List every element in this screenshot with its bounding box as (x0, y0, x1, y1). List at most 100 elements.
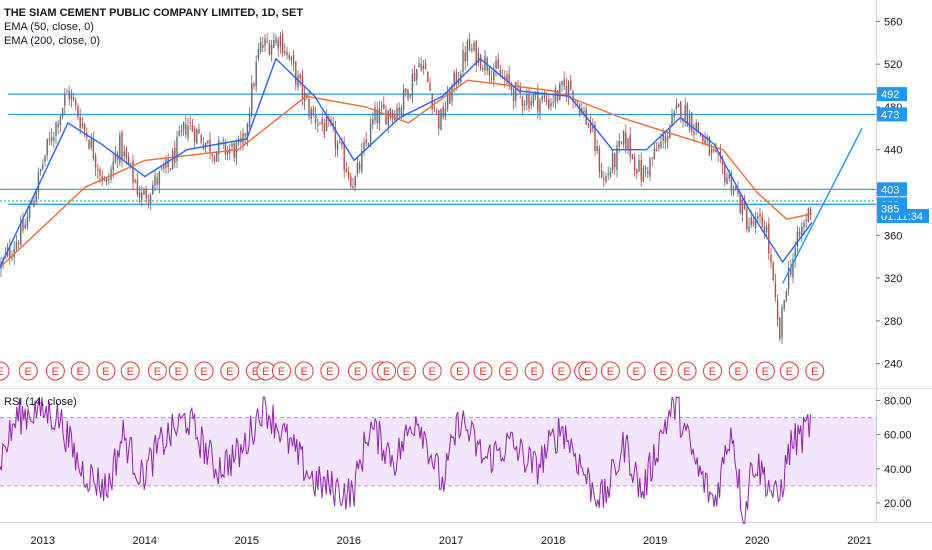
earnings-marker[interactable]: E (755, 361, 775, 381)
candle-body (565, 86, 568, 98)
earnings-marker[interactable]: E (450, 361, 470, 381)
price-tick-label: 280 (884, 316, 902, 328)
candle-body (176, 136, 178, 162)
candle-body (321, 118, 323, 125)
earnings-marker[interactable]: E (600, 361, 620, 381)
earnings-marker[interactable]: E (677, 361, 697, 381)
earnings-marker[interactable]: E (422, 361, 442, 381)
rsi-legend[interactable]: RSI (14, close) (4, 396, 77, 408)
earnings-marker[interactable]: E (779, 361, 799, 381)
earnings-marker[interactable]: E (626, 361, 646, 381)
earnings-marker[interactable]: E (96, 361, 116, 381)
price-axis-label[interactable]: 473 (877, 107, 907, 122)
candle-body (130, 162, 132, 164)
price-axis-label[interactable]: 403 (877, 182, 907, 197)
earnings-marker[interactable]: E (294, 361, 314, 381)
candle-body (519, 85, 521, 95)
price-tick-label: 440 (884, 145, 902, 157)
candle-body (376, 109, 378, 123)
candle-body (387, 110, 389, 127)
symbol-title[interactable]: THE SIAM CEMENT PUBLIC COMPANY LIMITED, … (4, 7, 304, 19)
earnings-marker-label: E (403, 366, 410, 378)
candle-body (570, 80, 572, 89)
candle-body (440, 108, 442, 131)
candle-body (167, 159, 169, 168)
candle-body (363, 142, 365, 150)
candle-body (482, 68, 484, 70)
earnings-marker[interactable]: E (702, 361, 722, 381)
price-axis-label[interactable]: 492 (877, 87, 907, 102)
earnings-marker[interactable]: E (396, 361, 416, 381)
candle-body (451, 85, 453, 102)
earnings-marker[interactable]: E (0, 361, 10, 381)
earnings-marker[interactable]: E (498, 361, 518, 381)
earnings-marker[interactable]: E (220, 361, 240, 381)
earnings-marker[interactable]: E (271, 361, 291, 381)
earnings-marker[interactable]: E (320, 361, 340, 381)
candle-body (279, 35, 282, 47)
earnings-marker-label: E (127, 366, 134, 378)
earnings-marker[interactable]: E (147, 361, 167, 381)
trend-line[interactable] (782, 128, 863, 284)
earnings-marker-circle (396, 361, 416, 381)
time-tick-label: 2013 (31, 535, 55, 547)
candle-body (715, 149, 717, 153)
earnings-marker-circle (45, 361, 65, 381)
earnings-marker[interactable]: E (347, 361, 367, 381)
ema50-line[interactable] (0, 57, 813, 268)
earnings-marker-circle (600, 361, 620, 381)
chart-legend: THE SIAM CEMENT PUBLIC COMPANY LIMITED, … (4, 6, 303, 48)
candle-body (803, 222, 805, 228)
earnings-marker[interactable]: E (728, 361, 748, 381)
candle-body (583, 110, 585, 112)
earnings-marker[interactable]: E (653, 361, 673, 381)
candle-body (209, 139, 211, 154)
earnings-marker[interactable]: E (473, 361, 493, 381)
candle-body (345, 168, 348, 173)
candle-body (251, 83, 253, 116)
candle-body (649, 158, 651, 177)
candle-body (339, 142, 341, 144)
ema50-legend[interactable]: EMA (50, close, 0) (4, 21, 94, 33)
earnings-marker[interactable]: E (194, 361, 214, 381)
earnings-marker[interactable]: E (18, 361, 38, 381)
candle-body (422, 65, 425, 69)
candle-body (330, 118, 332, 124)
price-pane[interactable]: EEEEEEEEEEEEEEEEEEEEEEEEEEEEEEEEEEEE (0, 29, 876, 381)
candle-body (418, 63, 420, 67)
candle-body (88, 140, 90, 149)
rsi-pane[interactable] (0, 396, 876, 524)
earnings-marker[interactable]: E (70, 361, 90, 381)
candle-body (325, 117, 328, 132)
candle-body (310, 108, 312, 119)
candle-body (708, 137, 711, 156)
earnings-marker[interactable]: E (377, 361, 397, 381)
candle-body (398, 107, 400, 113)
earnings-marker-label: E (175, 366, 182, 378)
price-axis-label[interactable]: 385 (877, 201, 907, 216)
earnings-marker[interactable]: E (256, 361, 276, 381)
candle-body (160, 168, 163, 170)
earnings-marker[interactable]: E (45, 361, 65, 381)
candle-body (675, 105, 678, 110)
candle-body (46, 138, 48, 156)
candle-body (739, 191, 741, 213)
candle-body (794, 248, 796, 261)
ema200-legend[interactable]: EMA (200, close, 0) (4, 35, 100, 47)
candle-body (323, 123, 326, 135)
earnings-marker[interactable]: E (805, 361, 825, 381)
earnings-marker[interactable]: E (168, 361, 188, 381)
earnings-marker-label: E (786, 366, 793, 378)
earnings-marker[interactable]: E (524, 361, 544, 381)
candle-body (409, 93, 411, 97)
earnings-marker[interactable]: E (120, 361, 140, 381)
earnings-marker[interactable]: E (551, 361, 571, 381)
candle-body (548, 99, 550, 109)
candle-body (17, 243, 20, 245)
rsi-line[interactable] (0, 396, 812, 524)
candle-body (68, 91, 70, 100)
candle-body (618, 140, 620, 147)
earnings-marker[interactable]: E (578, 361, 598, 381)
candle-body (576, 100, 579, 103)
